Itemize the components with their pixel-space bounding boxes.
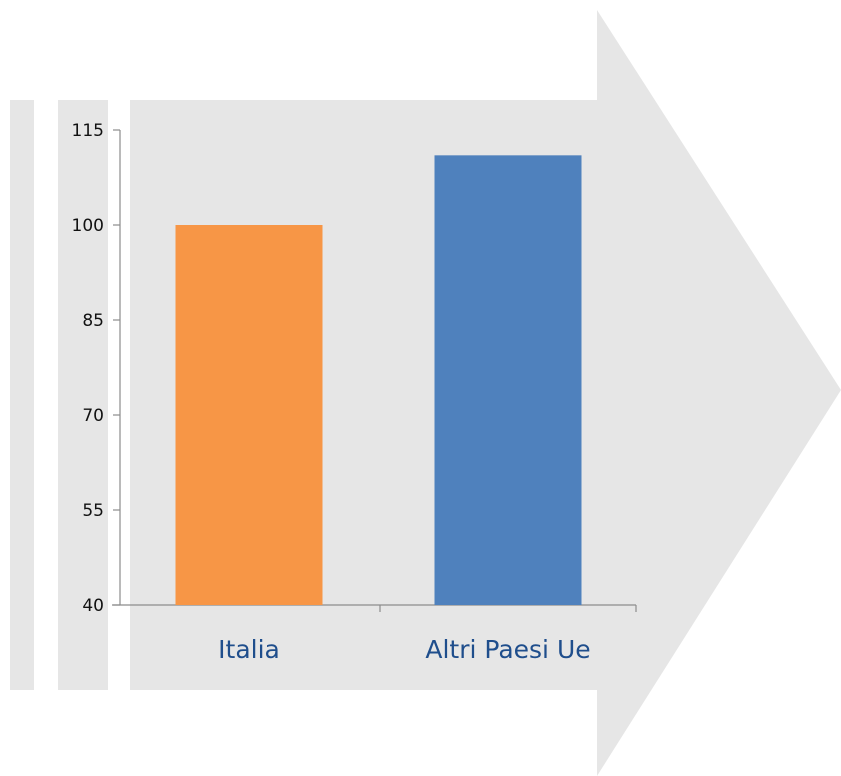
bar-altri-paesi-ue — [434, 155, 582, 606]
category-label-italia: Italia — [218, 635, 280, 664]
y-tick-label: 85 — [82, 311, 104, 331]
category-label-altri-paesi-ue: Altri Paesi Ue — [425, 635, 590, 664]
bar-italia — [175, 225, 323, 605]
background-stripe-1 — [10, 100, 34, 690]
y-tick-label: 40 — [82, 596, 104, 616]
background-stripe-2 — [58, 100, 108, 690]
y-tick-label: 115 — [72, 121, 104, 141]
y-tick-label: 100 — [72, 216, 104, 236]
y-axis-ticks: 40 55 70 85 100 115 — [72, 121, 120, 616]
y-tick-label: 70 — [82, 406, 104, 426]
y-tick-label: 55 — [82, 501, 104, 521]
